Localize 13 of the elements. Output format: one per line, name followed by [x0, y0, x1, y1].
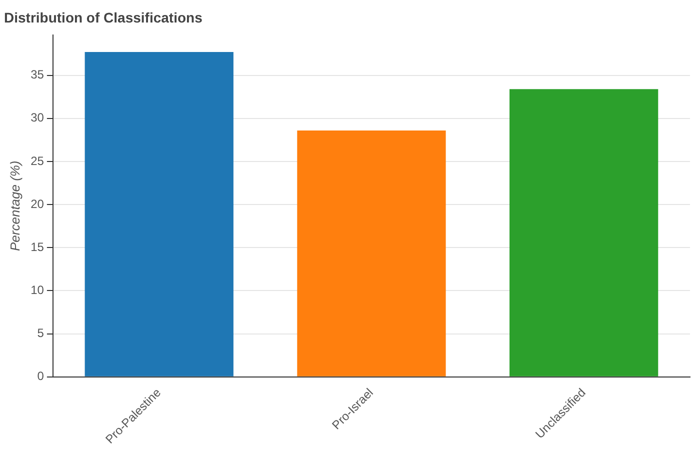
y-tick-label: 20: [30, 196, 44, 211]
y-tick-label: 0: [37, 369, 44, 384]
bar: [297, 130, 446, 376]
y-tick-label: 5: [37, 326, 44, 340]
y-tick-label: 10: [30, 283, 44, 298]
y-axis-title: Percentage (%): [7, 160, 22, 252]
y-tick-label: 25: [30, 154, 44, 168]
y-tick-label: 30: [30, 110, 44, 125]
y-tick-label: 15: [30, 240, 44, 254]
chart-title: Distribution of Classifications: [4, 9, 203, 26]
bar: [510, 89, 658, 376]
bar: [84, 52, 234, 376]
y-tick-label: 35: [30, 68, 44, 82]
